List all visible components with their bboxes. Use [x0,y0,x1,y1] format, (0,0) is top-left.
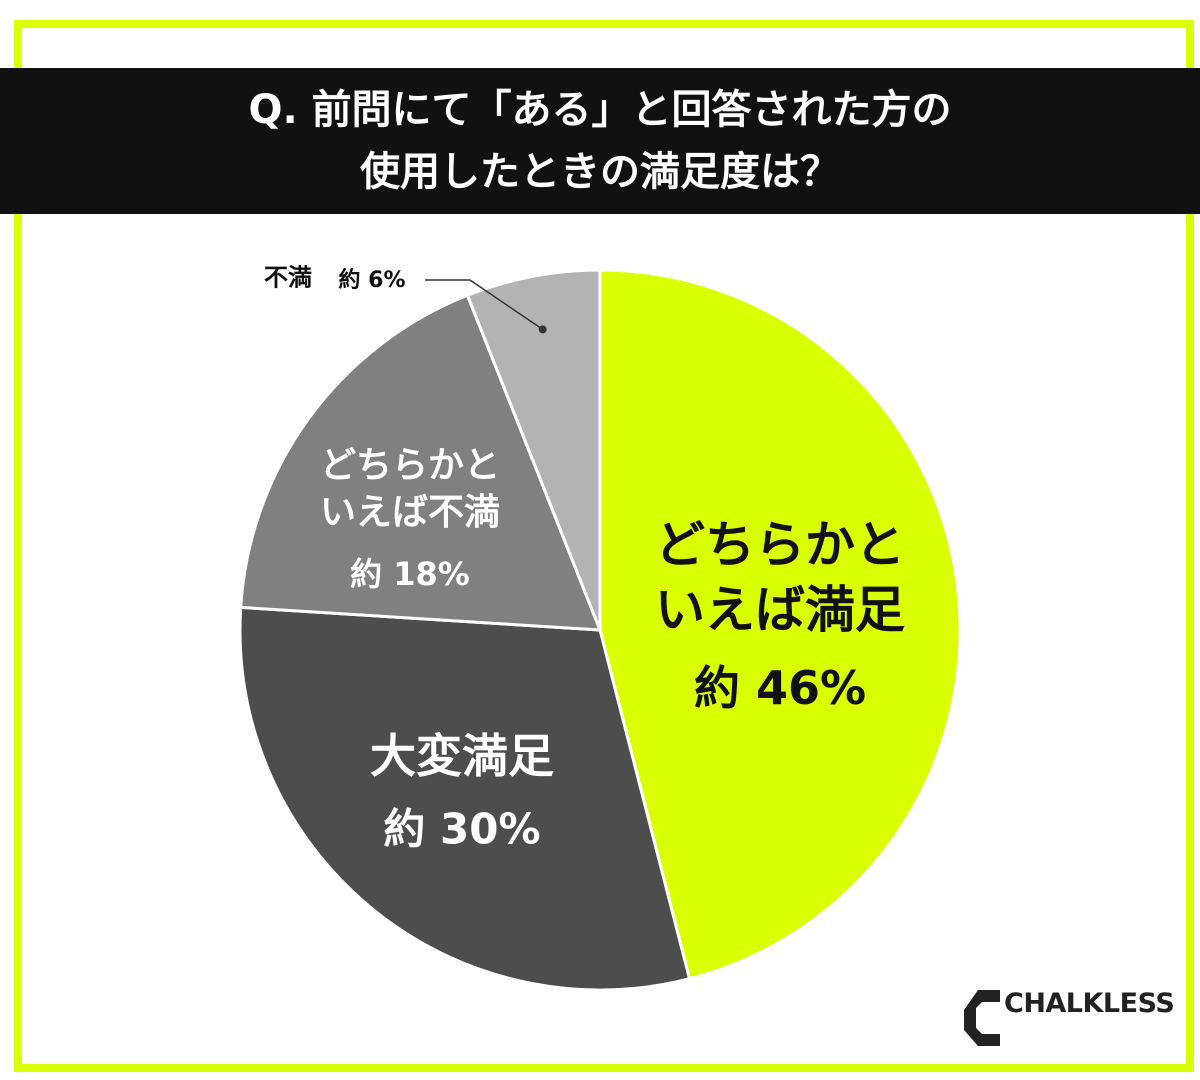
category-label: どちらかと いえば不満 [319,445,501,533]
category-label: 不満 [264,263,312,292]
pie-slice [238,605,692,992]
logo-mark [964,990,1000,1046]
pie-slice [465,268,602,631]
chart-title: Q. 前問にて「ある」と回答された方の 使用したときの満足度は？ [0,68,1200,214]
leader-dot [538,325,547,334]
pie-slice [239,293,603,632]
frame [14,20,1194,1072]
logo: CHALKLESS [1004,988,1175,1019]
value-label: 約 46% [693,661,867,715]
value-label: 約 18% [350,555,470,593]
category-label: どちらかと いえば満足 [655,516,905,639]
pie-slice [598,268,962,981]
value-label: 約 30% [383,804,541,854]
leader-line [425,279,544,331]
category-label: 大変満足 [370,729,554,784]
value-label: 約 6% [338,268,406,293]
